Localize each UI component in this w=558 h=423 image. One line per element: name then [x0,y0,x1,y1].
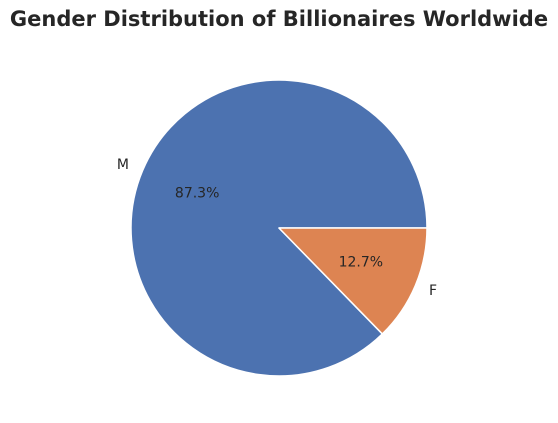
pie-slices [130,79,428,377]
pie-category-label-f: F [429,283,437,299]
pie-value-label-m: 87.3% [175,186,219,202]
pie-labels: 87.3% M 12.7% F [117,157,437,299]
pie-value-label-f: 12.7% [339,254,383,270]
pie-category-label-m: M [117,157,129,173]
chart-title: Gender Distribution of Billionaires Worl… [9,7,549,31]
pie-slice-f [278,227,428,335]
